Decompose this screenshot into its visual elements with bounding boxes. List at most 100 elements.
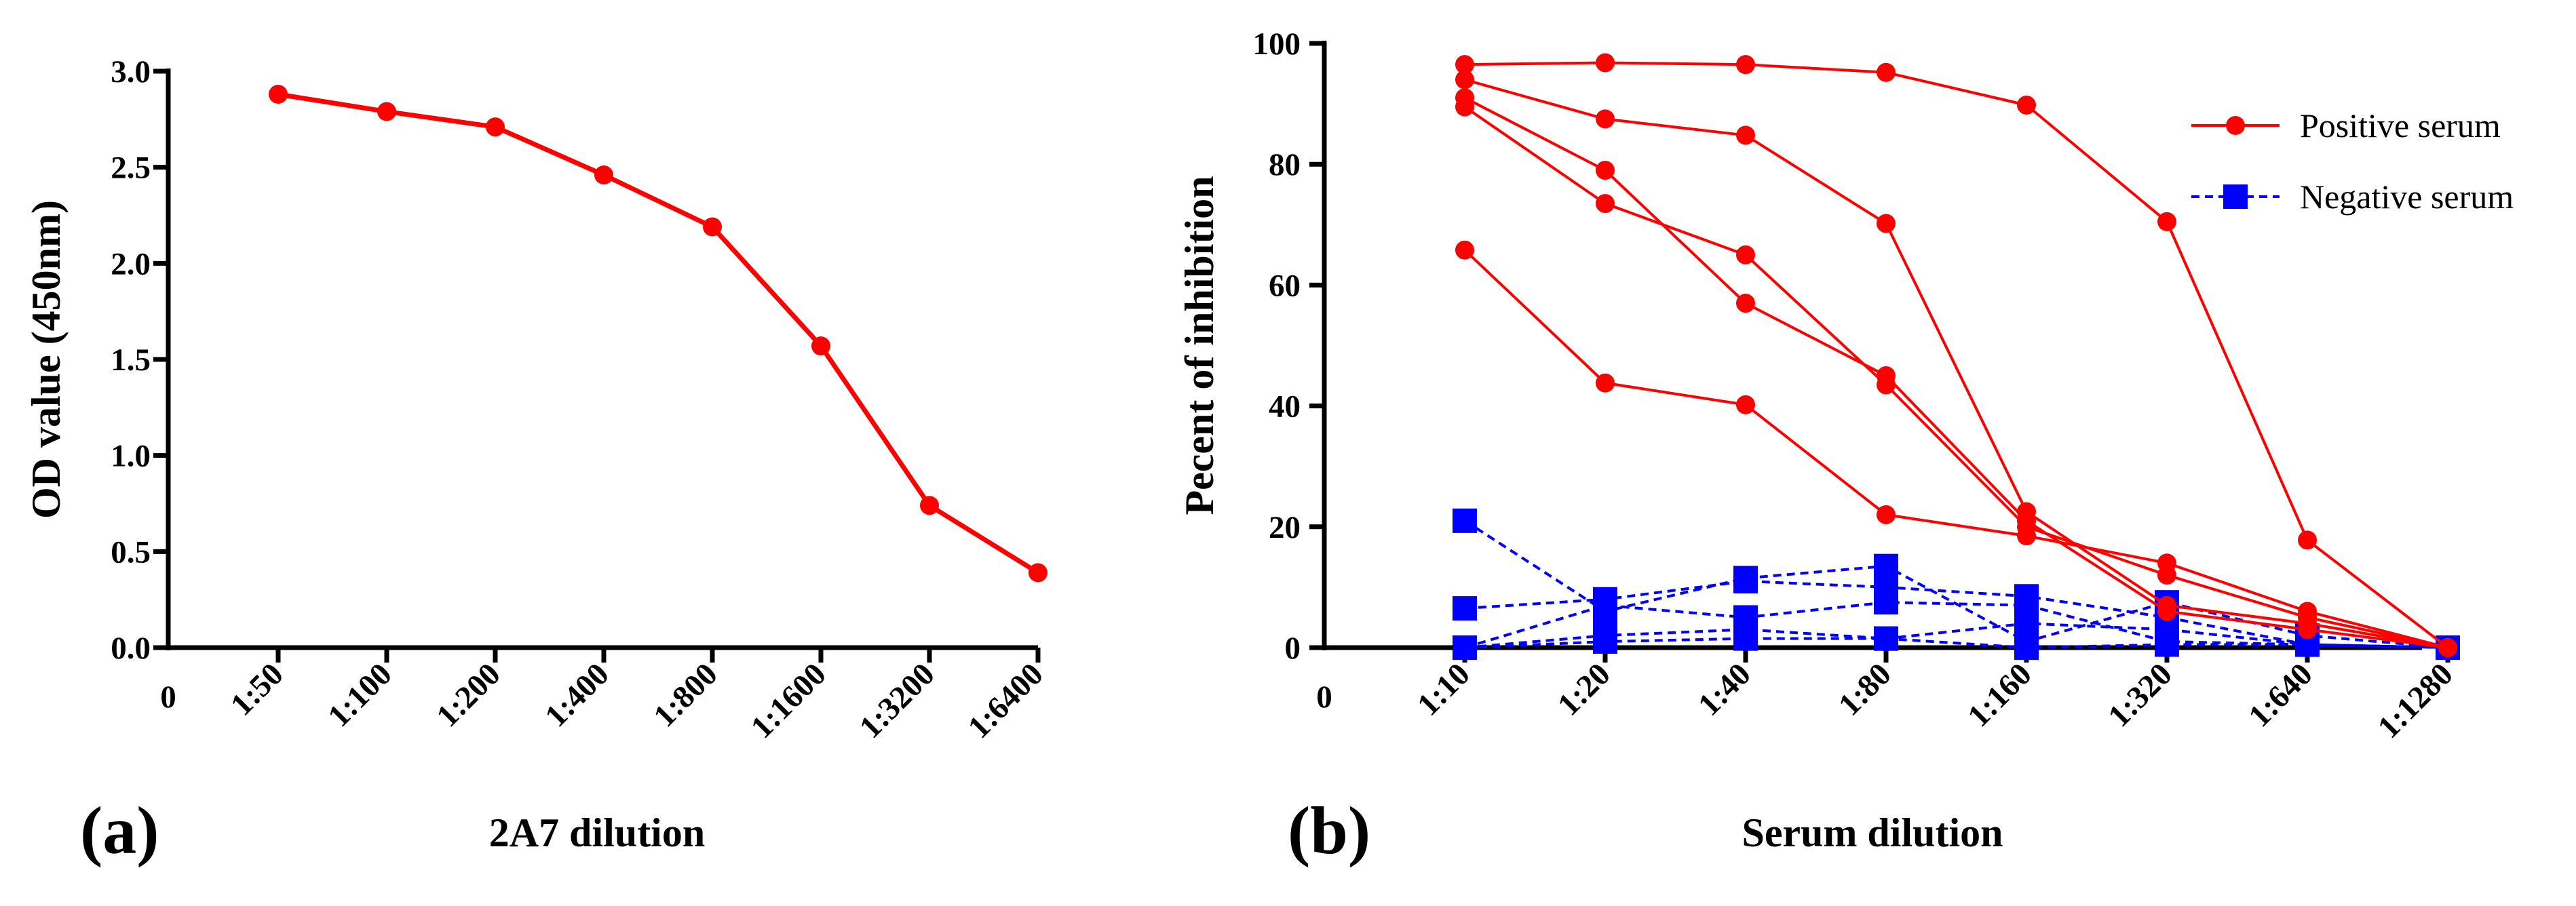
legend-marker-square [2223, 184, 2248, 209]
chart-b: 0 20 40 60 80 100 0 1:10 1:20 1:40 1:80 1:160 1:320 1… [1177, 26, 2514, 868]
x-tick-label: 1:10 [1410, 656, 1477, 723]
y-tick-label: 20 [1269, 510, 1301, 545]
x-tick-label: 1:800 [647, 656, 724, 734]
series-line [1464, 622, 2448, 649]
x-tick-label: 1:200 [429, 656, 507, 734]
x-tick-label: 1:80 [1832, 656, 1898, 723]
y-tick-label: 0.5 [111, 534, 151, 570]
data-point-circle [1596, 373, 1615, 393]
data-point-circle [1877, 214, 1896, 233]
y-tick-label: 80 [1269, 147, 1301, 182]
data-point-square [1593, 629, 1617, 654]
data-point-square [1453, 508, 1477, 533]
series-line [1464, 96, 2448, 649]
data-point-circle [1455, 240, 1474, 260]
panel-label: (a) [80, 793, 159, 868]
series-line [1464, 78, 2448, 649]
series-line [1463, 105, 2448, 649]
x-tick-label: 1:320 [2101, 656, 2178, 734]
data-point-circle [1877, 375, 1896, 395]
data-point-circle [594, 165, 613, 184]
y-tick-label: 100 [1253, 26, 1301, 62]
x-tick-label: 1:640 [2242, 656, 2319, 734]
data-point-circle [2157, 212, 2176, 231]
data-point-square [2014, 611, 2039, 636]
x-tick-label: 1:160 [1961, 656, 2038, 734]
x-origin-label: 0 [160, 680, 176, 715]
series-line [277, 92, 1039, 575]
data-point-circle [703, 217, 722, 237]
x-tick-label: 1:50 [224, 656, 290, 723]
data-point-square [1593, 593, 1617, 618]
data-point-circle [1455, 70, 1474, 90]
x-tick-label: 1:3200 [853, 656, 942, 745]
y-tick-label: 0 [1285, 631, 1301, 666]
y-tick-label: 60 [1269, 268, 1301, 303]
x-tick-label: 1:6400 [961, 656, 1050, 745]
data-point-circle [1736, 55, 1755, 75]
data-point-square [1733, 568, 1758, 593]
data-point-square [1874, 553, 1898, 578]
data-point-circle [2298, 530, 2317, 550]
y-axis-title: Pecent of inhibition [1177, 176, 1222, 515]
series-line [1463, 519, 2448, 649]
data-point-circle [269, 85, 288, 104]
x-tick-label: 1:1280 [2371, 656, 2460, 745]
data-point-circle [486, 117, 505, 137]
data-point-circle [2298, 602, 2317, 621]
data-point-circle [1736, 125, 1755, 145]
data-point-circle [1029, 563, 1047, 583]
legend-marker-circle [2226, 116, 2245, 135]
data-point-circle [1596, 194, 1615, 214]
series-line [1464, 61, 2449, 649]
data-point-circle [1877, 505, 1896, 524]
x-origin-label: 0 [1316, 680, 1332, 715]
data-point-circle [1455, 55, 1474, 75]
data-point-circle [2157, 602, 2176, 621]
data-point-square [1453, 635, 1477, 660]
data-point-circle [920, 496, 939, 515]
chart-a: 0.0 0.5 1.0 1.5 2.0 2.5 3.0 0 1:50 1:100 1:200 1:40… [24, 54, 1050, 868]
series-line [1464, 579, 2448, 649]
x-tick-label: 1:100 [321, 656, 398, 734]
y-tick-label: 2.5 [111, 151, 151, 186]
data-point-circle [1736, 245, 1755, 264]
y-axis-title: OD value (450nm) [24, 200, 69, 519]
data-point-circle [1596, 53, 1615, 73]
y-tick-label: 1.0 [111, 439, 151, 474]
data-point-square [1733, 626, 1758, 651]
data-point-circle [1736, 294, 1755, 313]
y-tick-label: 2.0 [111, 246, 151, 281]
data-point-square [1453, 596, 1477, 621]
x-tick-label: 1:20 [1551, 656, 1617, 723]
data-point-circle [1596, 109, 1615, 129]
panel-label: (b) [1288, 793, 1370, 868]
x-tick-label: 1:400 [538, 656, 615, 734]
data-point-circle [811, 336, 830, 356]
data-point-circle [2157, 553, 2176, 573]
data-point-circle [1455, 97, 1474, 117]
y-tick-label: 40 [1269, 389, 1301, 425]
data-point-circle [2017, 95, 2036, 115]
y-tick-label: 1.5 [111, 342, 151, 378]
data-point-circle [1877, 62, 1896, 82]
x-tick-label: 1:1600 [744, 656, 833, 745]
data-point-square [1874, 590, 1898, 615]
y-tick-label: 0.0 [111, 631, 151, 666]
legend-label: Positive serum [2300, 106, 2501, 144]
y-tick-label: 3.0 [111, 54, 151, 90]
x-tick-label: 1:40 [1691, 656, 1758, 723]
data-point-circle [2438, 638, 2457, 657]
data-point-circle [1596, 161, 1615, 180]
data-point-circle [377, 102, 396, 121]
data-point-square [1874, 626, 1898, 651]
series-line [1464, 637, 2448, 649]
data-point-circle [1736, 395, 1755, 414]
x-axis-title: 2A7 dilution [489, 810, 705, 855]
data-point-circle [2017, 526, 2036, 546]
legend-label: Negative serum [2300, 178, 2514, 216]
data-point-square [2155, 632, 2179, 657]
data-point-square [2014, 635, 2039, 660]
series-line [1463, 249, 2448, 649]
